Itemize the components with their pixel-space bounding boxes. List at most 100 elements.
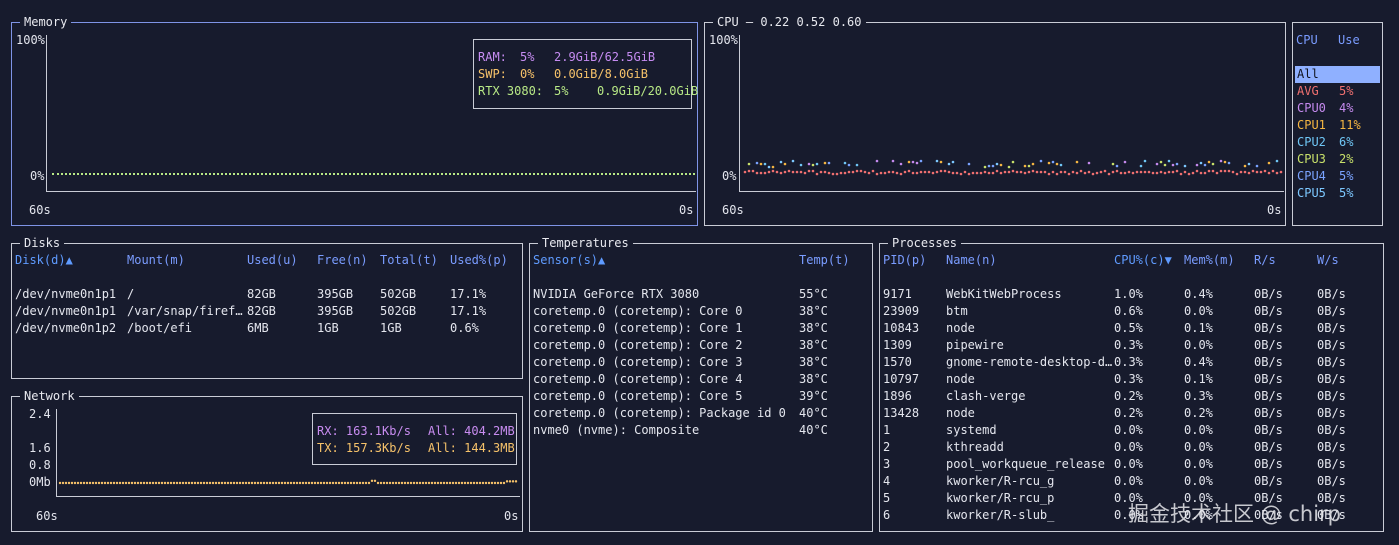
name-column-cell: kworker/R-slub_: [946, 508, 1055, 522]
read-rate-column-cell: 0B/s: [1254, 406, 1283, 420]
disk-column-cell: /dev/nvme0n1p2: [15, 321, 117, 335]
free-column-header[interactable]: Free(n): [317, 253, 368, 267]
process-row[interactable]: 13428 node 0.2% 0.2% 0B/s 0B/s: [883, 405, 1377, 422]
process-row[interactable]: 4 kworker/R-rcu_g 0.0% 0.0% 0B/s 0B/s: [883, 473, 1377, 490]
cpu-list-item-name: CPU4: [1297, 169, 1326, 183]
cpu-list-panel[interactable]: CPU Use All AVG 5% CPU0 4% CPU1 11% CPU2 6% CPU3 2…: [1292, 22, 1383, 226]
cpu-list-item-cpu3[interactable]: CPU3 2%: [1295, 151, 1380, 168]
read-rate-column-cell: 0B/s: [1254, 355, 1283, 369]
temperature-row[interactable]: coretemp.0 (coretemp): Core 2 38°C: [533, 337, 859, 354]
cpu-pct-column-header[interactable]: CPU%(c)▼: [1114, 253, 1172, 267]
total-column-header[interactable]: Total(t): [380, 253, 438, 267]
mem-pct-column-cell: 0.0%: [1184, 423, 1213, 437]
cpu-list-item-cpu0[interactable]: CPU0 4%: [1295, 100, 1380, 117]
cpu-list-item-avg[interactable]: AVG 5%: [1295, 83, 1380, 100]
name-column-cell: node: [946, 372, 975, 386]
process-row[interactable]: 3 pool_workqueue_release 0.0% 0.0% 0B/s 0B/s: [883, 456, 1377, 473]
sensor-column-cell: coretemp.0 (coretemp): Core 2: [533, 338, 743, 352]
cpu-list-item-name: CPU1: [1297, 118, 1326, 132]
process-row[interactable]: 2 kthreadd 0.0% 0.0% 0B/s 0B/s: [883, 439, 1377, 456]
process-row[interactable]: 10843 node 0.5% 0.1% 0B/s 0B/s: [883, 320, 1377, 337]
disk-column-header[interactable]: Disk(d)▲: [15, 253, 73, 267]
write-rate-column-cell: 0B/s: [1317, 355, 1346, 369]
process-row[interactable]: 6 kworker/R-slub_ 0.0% 0.0% 0B/s 0B/s: [883, 507, 1377, 524]
temperature-row[interactable]: NVIDIA GeForce RTX 3080 55°C: [533, 286, 859, 303]
temp-column-cell: 40°C: [799, 406, 828, 420]
memory-legend: RAM: 5% 2.9GiB/62.5GiB SWP: 0% 0.0GiB/8.…: [473, 39, 698, 109]
cpu-x-right-label: 0s: [1267, 203, 1282, 217]
temperature-row[interactable]: coretemp.0 (coretemp): Package id 0 40°C: [533, 405, 859, 422]
sensor-column-cell: coretemp.0 (coretemp): Core 3: [533, 355, 743, 369]
process-row[interactable]: 1896 clash-verge 0.2% 0.3% 0B/s 0B/s: [883, 388, 1377, 405]
cpu-list-item-all[interactable]: All: [1295, 66, 1380, 83]
process-row[interactable]: 1570 gnome-remote-desktop-d… 0.3% 0.4% 0B/s 0…: [883, 354, 1377, 371]
cpu-y-min-label: 0%: [722, 169, 737, 183]
mount-column-cell: /var/snap/firef…: [127, 304, 243, 318]
process-row[interactable]: 1 systemd 0.0% 0.0% 0B/s 0B/s: [883, 422, 1377, 439]
mem-pct-column-cell: 0.1%: [1184, 372, 1213, 386]
used-pct-column-cell: 17.1%: [450, 287, 487, 301]
used-pct-column-header[interactable]: Used%(p): [450, 253, 508, 267]
network-x-right-label: 0s: [504, 509, 519, 523]
cpu-list-item-cpu1[interactable]: CPU1 11%: [1295, 117, 1380, 134]
swp-legend-pct: 0%: [520, 67, 535, 81]
temperature-row[interactable]: coretemp.0 (coretemp): Core 3 38°C: [533, 354, 859, 371]
pid-column-header[interactable]: PID(p): [883, 253, 927, 267]
used-pct-column-cell: 0.6%: [450, 321, 479, 335]
read-rate-column-cell: 0B/s: [1254, 474, 1283, 488]
write-rate-column-cell: 0B/s: [1317, 287, 1346, 301]
process-row[interactable]: 1309 pipewire 0.3% 0.0% 0B/s 0B/s: [883, 337, 1377, 354]
mem-pct-column-header[interactable]: Mem%(m): [1184, 253, 1235, 267]
temp-column-header[interactable]: Temp(t): [799, 253, 850, 267]
cpu-list-item-cpu5[interactable]: CPU5 5%: [1295, 185, 1380, 202]
temperatures-panel[interactable]: Temperatures Sensor(s)▲ Temp(t) NVIDIA GeF…: [529, 236, 873, 532]
temperature-row[interactable]: coretemp.0 (coretemp): Core 4 38°C: [533, 371, 859, 388]
network-x-left-label: 60s: [36, 509, 58, 523]
process-row[interactable]: 9171 WebKitWebProcess 1.0% 0.4% 0B/s 0B/s: [883, 286, 1377, 303]
cpu-panel[interactable]: CPU — 0.22 0.52 0.60 100% 0% 60s 0s: [704, 15, 1286, 226]
cpu-usage-graph: [743, 159, 1283, 176]
sensor-column-cell: coretemp.0 (coretemp): Package id 0: [533, 406, 786, 420]
used-column-cell: 82GB: [247, 304, 276, 318]
cpu-list-item-name: CPU5: [1297, 186, 1326, 200]
pid-column-cell: 3: [883, 457, 891, 471]
disk-row[interactable]: /dev/nvme0n1p2/boot/efi 6MB 1GB 1GB 0.6%: [15, 320, 510, 337]
pid-column-cell: 2: [883, 440, 891, 454]
processes-title: Processes: [888, 236, 962, 250]
sensor-column-header[interactable]: Sensor(s)▲: [533, 253, 606, 267]
temperature-row[interactable]: coretemp.0 (coretemp): Core 0 38°C: [533, 303, 859, 320]
cpu-list-header-cpu[interactable]: CPU: [1296, 33, 1318, 47]
write-rate-column-header[interactable]: W/s: [1317, 253, 1339, 267]
cpu-list-item-cpu2[interactable]: CPU2 6%: [1295, 134, 1380, 151]
mem-pct-column-cell: 0.0%: [1184, 474, 1213, 488]
used-column-header[interactable]: Used(u): [247, 253, 298, 267]
processes-panel[interactable]: Processes PID(p) Name(n) CPU%(c)▼ Mem%(m) R/…: [879, 236, 1384, 532]
temperature-row[interactable]: coretemp.0 (coretemp): Core 5 39°C: [533, 388, 859, 405]
memory-usage-line: [52, 173, 695, 175]
temperature-row[interactable]: coretemp.0 (coretemp): Core 1 38°C: [533, 320, 859, 337]
cpu-pct-column-cell: 0.3%: [1114, 338, 1143, 352]
process-row[interactable]: 5 kworker/R-rcu_p 0.0% 0.0% 0B/s 0B/s: [883, 490, 1377, 507]
processes-table: PID(p) Name(n) CPU%(c)▼ Mem%(m) R/s W/s 9171 We…: [883, 252, 1377, 524]
used-column-cell: 82GB: [247, 287, 276, 301]
process-row[interactable]: 10797 node 0.3% 0.1% 0B/s 0B/s: [883, 371, 1377, 388]
disk-row[interactable]: /dev/nvme0n1p1 / 82GB 395GB 502GB 17.1%: [15, 286, 510, 303]
cpu-list-item-cpu4[interactable]: CPU4 5%: [1295, 168, 1380, 185]
cpu-list-header-use[interactable]: Use: [1338, 33, 1360, 47]
temperature-row[interactable]: nvme0 (nvme): Composite 40°C: [533, 422, 859, 439]
process-row[interactable]: 23909 btm 0.6% 0.0% 0B/s 0B/s: [883, 303, 1377, 320]
network-y-label-0-8: 0.8: [29, 458, 51, 472]
network-panel[interactable]: Network 2.4 1.6 0.8 0Mb 60s 0s RX: 163.1…: [11, 389, 523, 532]
cpu-pct-column-cell: 0.2%: [1114, 406, 1143, 420]
disks-panel[interactable]: Disks Disk(d)▲ Mount(m) Used(u) Free(n) Tota…: [11, 236, 523, 379]
memory-panel[interactable]: Memory 100% 0% 60s 0s RAM: 5% 2.9GiB/62.…: [11, 15, 698, 226]
mount-column-header[interactable]: Mount(m): [127, 253, 185, 267]
pid-column-cell: 23909: [883, 304, 920, 318]
disk-row[interactable]: /dev/nvme0n1p1/var/snap/firef… 82GB 395GB 5…: [15, 303, 510, 320]
read-rate-column-cell: 0B/s: [1254, 389, 1283, 403]
table-spacer: [533, 269, 859, 286]
read-rate-column-header[interactable]: R/s: [1254, 253, 1276, 267]
name-column-header[interactable]: Name(n): [946, 253, 997, 267]
table-header-row: Disk(d)▲ Mount(m) Used(u) Free(n) Total(t) Us…: [15, 252, 510, 269]
network-y-label-2-4: 2.4: [29, 407, 51, 421]
